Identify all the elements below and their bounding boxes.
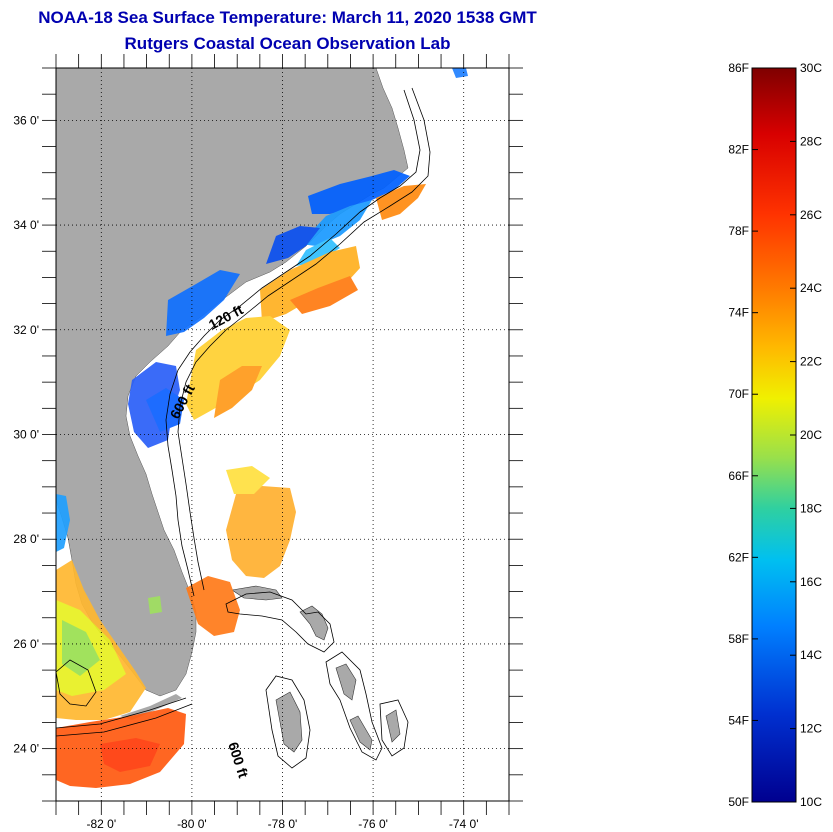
colorbar-celsius-label: 30C — [800, 61, 822, 75]
colorbar-fahrenheit-label: 86F — [728, 61, 749, 75]
land-cat-island — [385, 709, 401, 743]
lat-tick-label: 32 0' — [13, 323, 39, 337]
map-title: NOAA-18 Sea Surface Temperature: March 1… — [38, 8, 537, 27]
colorbar-celsius-label: 28C — [800, 134, 822, 148]
lat-tick-label: 36 0' — [13, 113, 39, 127]
colorbar — [751, 67, 797, 803]
colorbar-celsius-label: 18C — [800, 501, 822, 515]
axis-tick-labels: 36 0' 34 0' 32 0' 30 0' 28 0' 26 0' 24 0' -82 0… — [13, 113, 478, 831]
map-subtitle: Rutgers Coastal Ocean Observation Lab — [124, 34, 451, 53]
colorbar-celsius-label: 26C — [800, 208, 822, 222]
depth-contours — [56, 87, 431, 769]
colorbar-labels: 86F 82F 78F 74F 70F 66F 62F 58F 54F 50F 30C 28C 26C 2… — [728, 61, 822, 809]
lon-tick-label: -76 0' — [358, 817, 388, 831]
colorbar-fahrenheit-label: 74F — [728, 306, 749, 320]
colorbar-fahrenheit-label: 78F — [728, 224, 749, 238]
colorbar-fahrenheit-label: 62F — [728, 550, 749, 564]
colorbar-fahrenheit-label: 66F — [728, 469, 749, 483]
land-exumas — [349, 715, 373, 751]
colorbar-celsius-label: 10C — [800, 795, 822, 809]
land-andros — [275, 691, 303, 753]
colorbar-celsius-label: 16C — [800, 575, 822, 589]
lon-tick-label: -78 0' — [268, 817, 298, 831]
lat-tick-label: 34 0' — [13, 218, 39, 232]
colorbar-celsius-label: 22C — [800, 355, 822, 369]
lon-tick-label: -82 0' — [86, 817, 116, 831]
colorbar-celsius-label: 14C — [800, 648, 822, 662]
colorbar-fahrenheit-label: 54F — [728, 713, 749, 727]
lat-tick-label: 30 0' — [13, 428, 39, 442]
lat-tick-label: 24 0' — [13, 742, 39, 756]
lat-tick-label: 26 0' — [13, 637, 39, 651]
lon-tick-label: -80 0' — [177, 817, 207, 831]
graticule — [42, 54, 523, 815]
colorbar-fahrenheit-label: 58F — [728, 632, 749, 646]
colorbar-fahrenheit-label: 50F — [728, 795, 749, 809]
colorbar-celsius-label: 12C — [800, 722, 822, 736]
colorbar-celsius-label: 20C — [800, 428, 822, 442]
lon-tick-label: -74 0' — [449, 817, 479, 831]
colorbar-fahrenheit-label: 70F — [728, 387, 749, 401]
land-eleuthera — [335, 663, 357, 701]
lat-tick-label: 28 0' — [13, 532, 39, 546]
colorbar-celsius-label: 24C — [800, 281, 822, 295]
sst-data — [56, 68, 468, 788]
colorbar-fahrenheit-label: 82F — [728, 143, 749, 157]
land-florida-keys — [120, 694, 182, 720]
